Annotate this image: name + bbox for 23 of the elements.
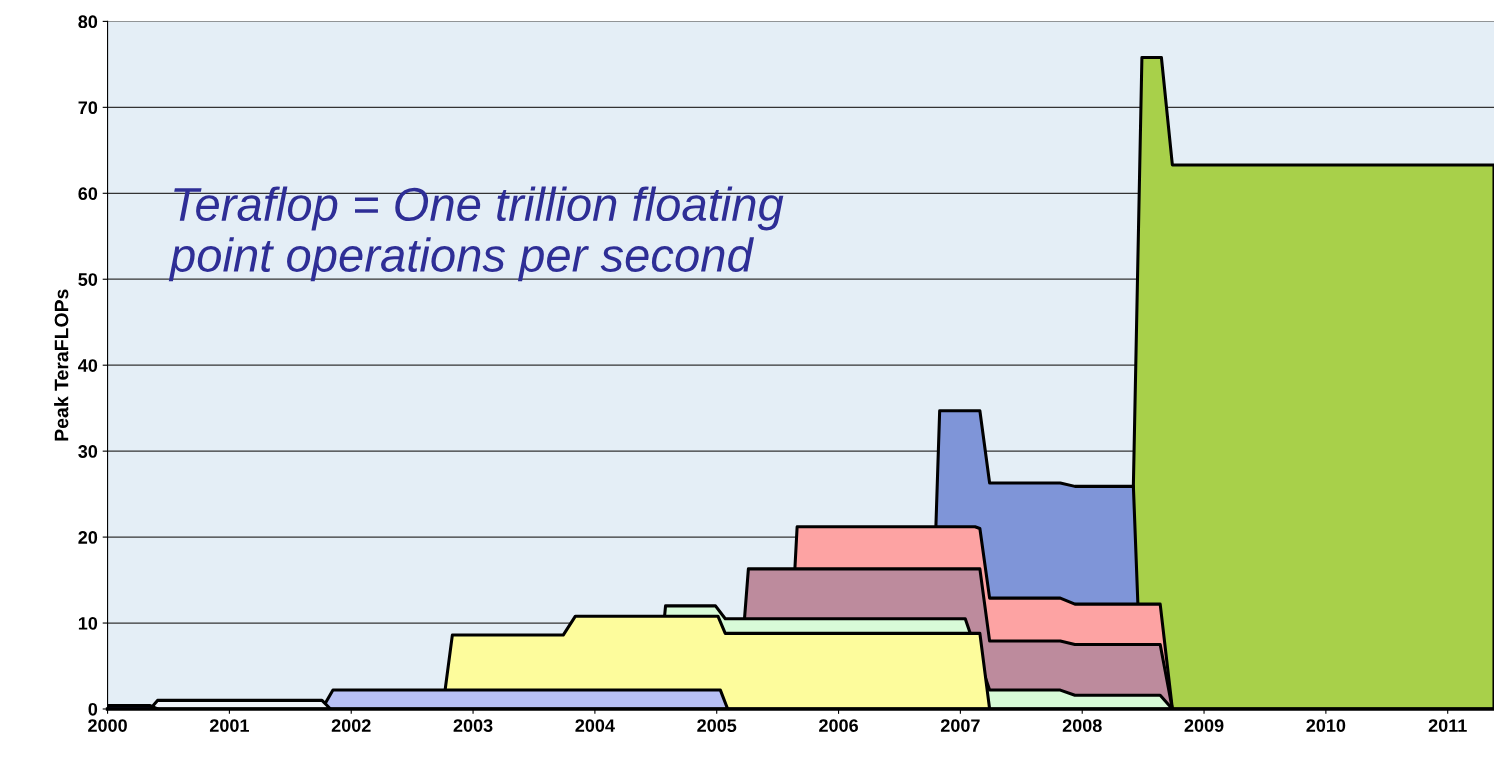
- x-tick-label: 2007: [940, 719, 980, 732]
- y-tick-label: 80: [78, 15, 98, 29]
- y-tick-label: 20: [78, 531, 98, 544]
- y-tick-label: 40: [78, 359, 98, 372]
- x-tick-label: 2004: [575, 719, 615, 732]
- y-axis-title: Peak TeraFLOPs: [54, 289, 69, 441]
- y-tick-label: 10: [78, 616, 98, 630]
- x-tick-label: 2005: [697, 719, 737, 732]
- x-tick-label: 2009: [1184, 719, 1224, 732]
- x-tick-label: 2002: [331, 719, 371, 732]
- x-tick-label: 2010: [1306, 719, 1346, 732]
- y-tick-label: 70: [78, 101, 98, 115]
- x-tick-label: 2000: [88, 719, 127, 732]
- y-tick-label: 60: [78, 187, 98, 201]
- x-tick-label: 2003: [453, 719, 493, 732]
- x-tick-label: 2008: [1062, 719, 1102, 732]
- y-tick-label: 30: [78, 445, 98, 458]
- annotation: Teraflop = One trillion floating point operations per second: [168, 186, 784, 282]
- x-tick-label: 2006: [819, 719, 858, 732]
- x-tick-label: 2001: [209, 719, 249, 732]
- y-tick-label: 50: [78, 273, 98, 286]
- y-tick-label: 0: [88, 702, 98, 716]
- x-tick-label: 2011: [1428, 719, 1467, 732]
